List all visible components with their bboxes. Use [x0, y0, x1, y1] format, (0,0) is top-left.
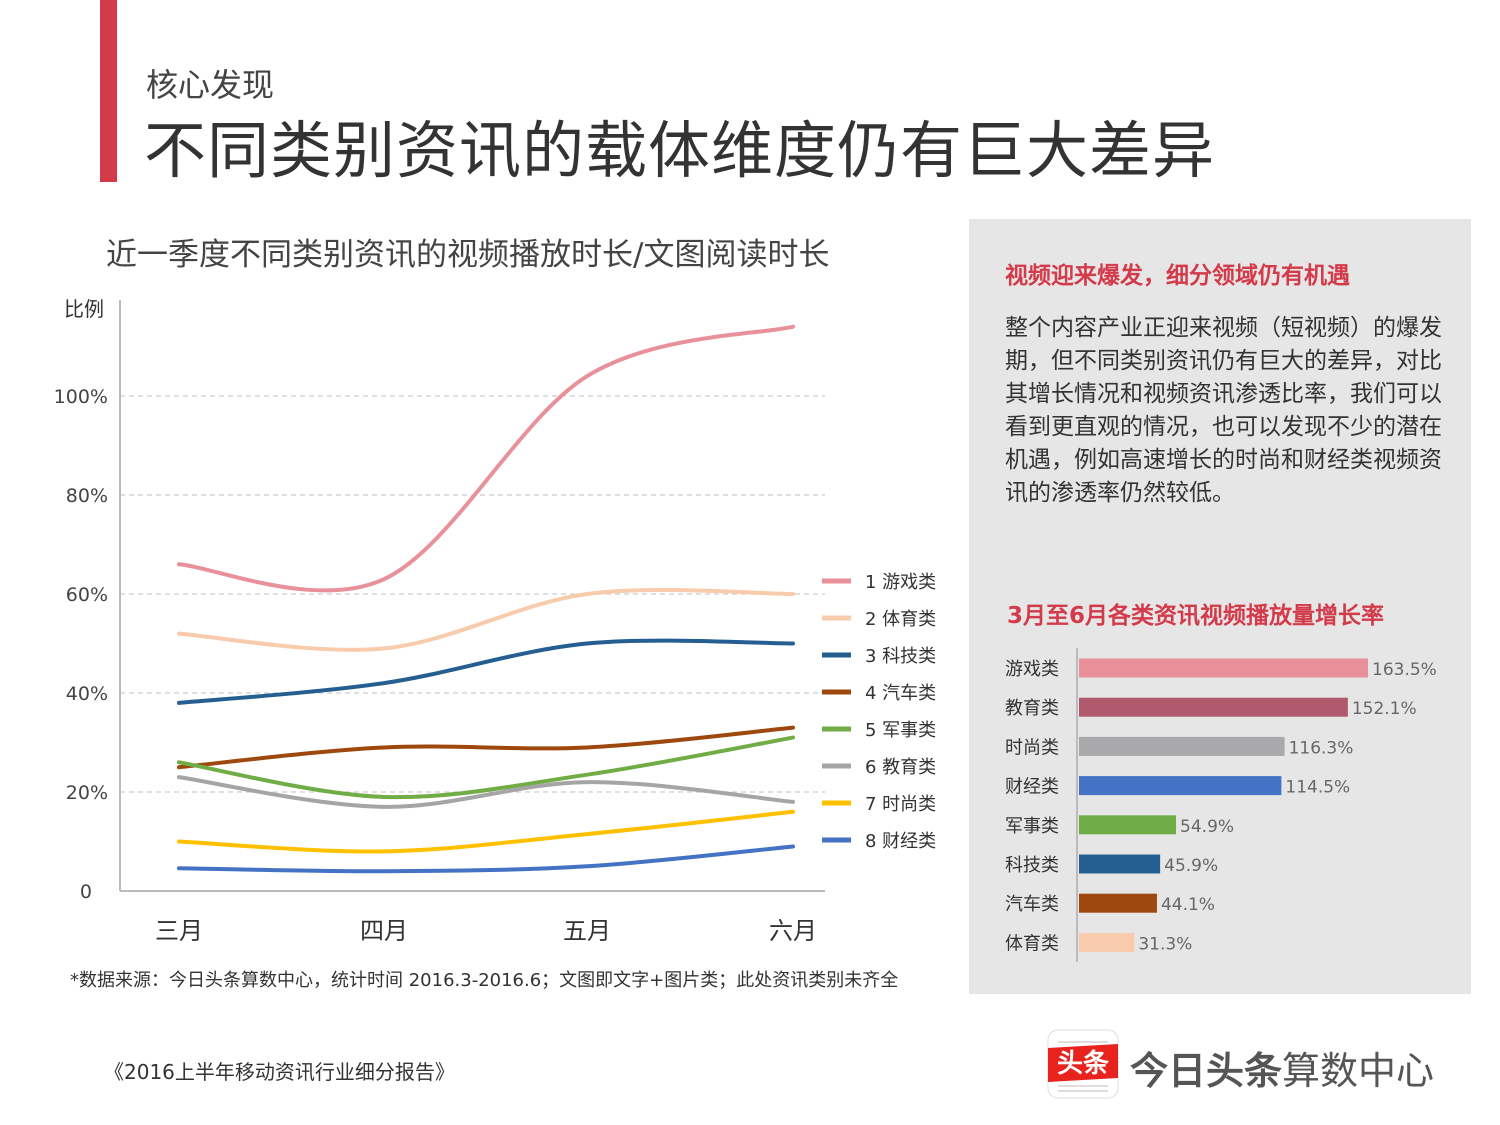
- bar-chart-title: 3月至6月各类资讯视频播放量增长率: [1007, 603, 1385, 629]
- x-tick-label: 五月: [563, 917, 611, 945]
- bar-value-label: 116.3%: [1289, 738, 1354, 758]
- bar-category-label: 科技类: [1005, 855, 1059, 876]
- bar-category-label: 教育类: [1005, 698, 1059, 719]
- x-tick-label: 六月: [769, 917, 817, 945]
- legend-label: 6 教育类: [865, 757, 936, 778]
- bar: [1079, 893, 1157, 913]
- bar: [1079, 932, 1135, 952]
- bar-chart: 游戏类 163.5% 教育类 152.1% 时尚类 116.3% 财经类 114.5% 军事类 5…: [1005, 648, 1437, 962]
- legend-label: 4 汽车类: [865, 683, 936, 704]
- x-tick-label: 三月: [155, 917, 203, 945]
- y-tick-label: 100%: [54, 386, 108, 408]
- y-tick-label: 40%: [66, 683, 108, 705]
- series-line: [177, 725, 795, 770]
- panel-body: 整个内容产业正迎来视频（短视频）的爆发期，但不同类别资讯仍有巨大的差异，对比其增…: [1005, 315, 1442, 506]
- bar-value-label: 54.9%: [1180, 817, 1234, 837]
- y-axis-label: 比例: [64, 297, 104, 321]
- brand-name: 今日头条算数中心: [1130, 1040, 1434, 1095]
- series-line: [177, 844, 795, 874]
- legend-label: 7 时尚类: [865, 794, 936, 815]
- legend-label: 8 财经类: [865, 831, 936, 852]
- bar: [1079, 697, 1348, 717]
- y-tick-label: 0: [80, 881, 92, 903]
- bar-value-label: 44.1%: [1161, 895, 1215, 915]
- report-name: 《2016上半年移动资讯行业细分报告》: [104, 1060, 455, 1084]
- kicker: 核心发现: [146, 66, 275, 104]
- y-tick-label: 20%: [66, 782, 108, 804]
- series-line: [177, 638, 795, 705]
- svg-text:头条: 头条: [1057, 1049, 1110, 1079]
- toutiao-logo-icon: 头条: [1047, 1029, 1119, 1099]
- bar-category-label: 时尚类: [1005, 737, 1059, 758]
- line-chart: 比例 0 20% 40% 60% 80% 100% 三月 四月 五月 六月 1 游戏类 2 体育类 3 科…: [54, 297, 937, 945]
- series-line: [177, 324, 795, 593]
- bar-value-label: 114.5%: [1285, 778, 1350, 798]
- bar-value-label: 45.9%: [1164, 856, 1218, 876]
- y-tick-label: 60%: [66, 584, 108, 606]
- panel-heading: 视频迎来爆发，细分领域仍有机遇: [1005, 263, 1350, 289]
- bar-category-label: 汽车类: [1005, 894, 1059, 915]
- bar: [1079, 658, 1368, 678]
- brand-rest: 算数中心: [1282, 1049, 1435, 1093]
- series-line: [177, 587, 795, 652]
- bar-category-label: 财经类: [1005, 777, 1059, 798]
- title-accent-bar: [100, 0, 117, 182]
- bar-value-label: 163.5%: [1372, 660, 1437, 680]
- legend-label: 5 军事类: [865, 720, 936, 741]
- insight-panel: [969, 219, 1471, 994]
- bar: [1079, 815, 1177, 835]
- brand-bold: 今日头条: [1130, 1049, 1283, 1093]
- series-line: [177, 775, 795, 809]
- page-title: 不同类别资讯的载体维度仍有巨大差异: [144, 114, 1216, 187]
- bar-category-label: 军事类: [1005, 816, 1059, 837]
- y-tick-label: 80%: [66, 485, 108, 507]
- series-line: [177, 735, 795, 800]
- legend-label: 2 体育类: [865, 609, 936, 630]
- bar: [1079, 736, 1285, 756]
- chart-title: 近一季度不同类别资讯的视频播放时长/文图阅读时长: [106, 237, 830, 273]
- footnote: *数据来源：今日头条算数中心，统计时间 2016.3-2016.6；文图即文字+…: [70, 970, 899, 991]
- x-tick-label: 四月: [360, 917, 408, 945]
- bar-value-label: 152.1%: [1352, 699, 1417, 719]
- legend-label: 1 游戏类: [865, 572, 936, 593]
- bar-category-label: 游戏类: [1005, 659, 1059, 680]
- bar: [1079, 776, 1282, 796]
- legend-label: 3 科技类: [865, 646, 936, 667]
- bar: [1079, 854, 1161, 874]
- bar-value-label: 31.3%: [1138, 934, 1192, 954]
- bar-category-label: 体育类: [1005, 933, 1059, 954]
- series-line: [177, 809, 795, 854]
